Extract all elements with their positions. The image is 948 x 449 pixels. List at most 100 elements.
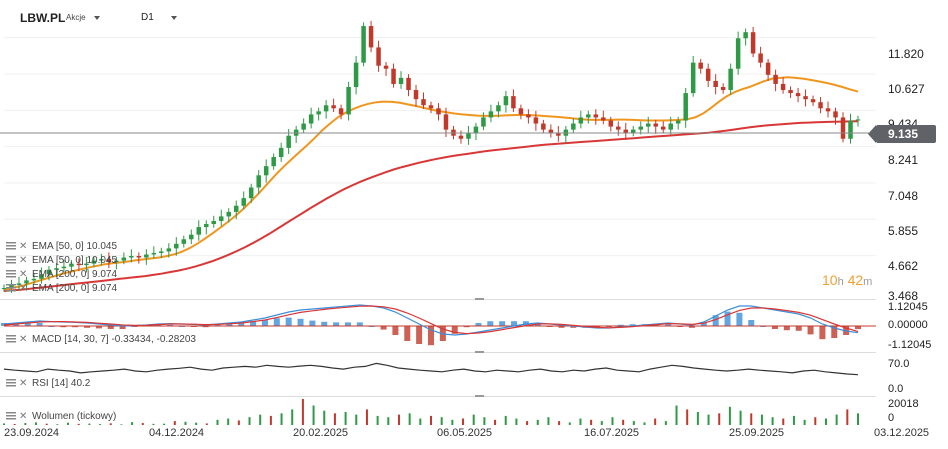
candle-body <box>436 108 441 115</box>
volume-bar <box>333 413 336 425</box>
close-icon[interactable]: ✕ <box>19 269 28 280</box>
volume-axis-label: 0 <box>888 412 895 424</box>
volume-bar <box>430 415 432 425</box>
volume-bar <box>696 412 699 425</box>
close-icon[interactable]: ✕ <box>19 283 28 294</box>
macd-histogram-bar <box>771 326 778 329</box>
candle-body <box>683 93 688 121</box>
volume-bar <box>504 415 507 425</box>
settings-list-icon[interactable] <box>6 242 16 250</box>
candle-body <box>144 254 149 258</box>
macd-pane-separator[interactable] <box>0 299 876 300</box>
settings-list-icon[interactable] <box>6 412 16 420</box>
volume-bar <box>600 421 603 425</box>
rsi-pane-separator[interactable] <box>0 352 876 353</box>
rsi-line <box>3 362 859 376</box>
settings-list-icon[interactable] <box>6 284 16 292</box>
candle-body <box>556 132 561 136</box>
candle-body <box>511 96 516 109</box>
candle-body <box>391 68 396 84</box>
close-icon[interactable]: ✕ <box>19 378 28 389</box>
candle-body <box>586 114 591 118</box>
settings-list-icon[interactable] <box>6 335 16 343</box>
volume-bar <box>259 414 262 425</box>
macd-histogram-bar <box>416 326 423 344</box>
volume-bar <box>760 414 763 425</box>
candle-body <box>765 62 771 75</box>
candle-body <box>361 26 366 63</box>
candle-body <box>533 117 539 124</box>
candle-body <box>376 47 381 66</box>
macd-histogram-bar <box>226 323 233 326</box>
candle-body <box>458 135 464 139</box>
candle-body <box>271 157 276 167</box>
volume-bar <box>803 419 806 425</box>
volume-legend[interactable]: ✕ Wolumen (tickowy) <box>6 411 116 423</box>
rsi-pane-resize-handle[interactable] <box>475 351 484 353</box>
timeframe-selector[interactable]: D1 <box>141 12 154 23</box>
candle-body <box>121 257 127 261</box>
macd-histogram-bar <box>285 317 292 326</box>
ema200-legend[interactable]: ✕ EMA [200, 0] 9.074 <box>6 283 117 295</box>
volume-bar <box>664 421 667 425</box>
instrument-type-label[interactable]: Akcje <box>66 13 86 22</box>
close-icon[interactable]: ✕ <box>19 334 28 345</box>
candle-body <box>353 62 359 87</box>
candle-body <box>263 166 269 176</box>
countdown-hours: 10 <box>822 272 838 288</box>
ema50-legend[interactable]: ✕ EMA [50, 0] 10.045 <box>6 255 117 267</box>
timeframe-chevron-down-icon[interactable] <box>171 16 177 20</box>
candle-body <box>54 268 59 270</box>
macd-histogram-bar <box>72 326 79 328</box>
candle-body <box>151 252 157 255</box>
volume-bar <box>590 419 593 425</box>
candle-body <box>810 99 816 103</box>
macd-histogram-bar <box>795 326 802 331</box>
macd-histogram-bar <box>297 318 304 326</box>
candle-body <box>383 65 389 69</box>
candle-body <box>331 105 336 109</box>
close-icon[interactable]: ✕ <box>19 241 28 252</box>
volume-pane-resize-handle[interactable] <box>475 395 484 397</box>
candle-body <box>106 259 112 263</box>
volume-pane-separator[interactable] <box>0 396 876 397</box>
settings-list-icon[interactable] <box>6 256 16 264</box>
volume-bar <box>494 419 497 425</box>
ema200-legend[interactable]: ✕ EMA [200, 0] 9.074 <box>6 269 117 281</box>
date-axis-label: 16.07.2025 <box>584 427 640 439</box>
macd-histogram-bar <box>36 323 43 326</box>
candle-body <box>720 86 726 91</box>
macd-pane-resize-handle[interactable] <box>475 298 484 300</box>
volume-bar <box>792 415 795 425</box>
countdown-hours-unit: h <box>837 276 844 288</box>
candle-body <box>368 26 374 48</box>
volume-bar <box>568 422 571 425</box>
volume-bar <box>365 409 368 425</box>
macd-legend[interactable]: ✕ MACD [14, 30, 7] -0.33434, -0.28203 <box>6 334 196 346</box>
candle-body <box>174 243 179 249</box>
candle-body <box>698 62 703 69</box>
settings-list-icon[interactable] <box>6 379 16 387</box>
candle-body <box>346 86 351 115</box>
candle-body <box>713 80 718 87</box>
macd-histogram-bar <box>392 326 399 335</box>
volume-bar <box>280 413 283 425</box>
settings-list-icon[interactable] <box>6 270 16 278</box>
candle-body <box>16 283 22 285</box>
macd-histogram-bar <box>617 324 624 326</box>
close-icon[interactable]: ✕ <box>19 411 28 422</box>
volume-bar <box>88 423 91 425</box>
candle-body <box>76 263 82 266</box>
close-icon[interactable]: ✕ <box>19 255 28 266</box>
macd-histogram-bar <box>309 320 316 326</box>
rsi-legend[interactable]: ✕ RSI [14] 40.2 <box>6 378 90 390</box>
candle-body <box>428 105 434 109</box>
ema50-legend[interactable]: ✕ EMA [50, 0] 10.045 <box>6 241 117 253</box>
candle-body <box>743 32 748 39</box>
volume-bar <box>728 406 731 425</box>
candle-body <box>803 96 808 100</box>
instrument-type-chevron-down-icon[interactable] <box>94 16 100 20</box>
symbol-label[interactable]: LBW.PL <box>20 11 66 25</box>
volume-bar <box>269 415 272 425</box>
